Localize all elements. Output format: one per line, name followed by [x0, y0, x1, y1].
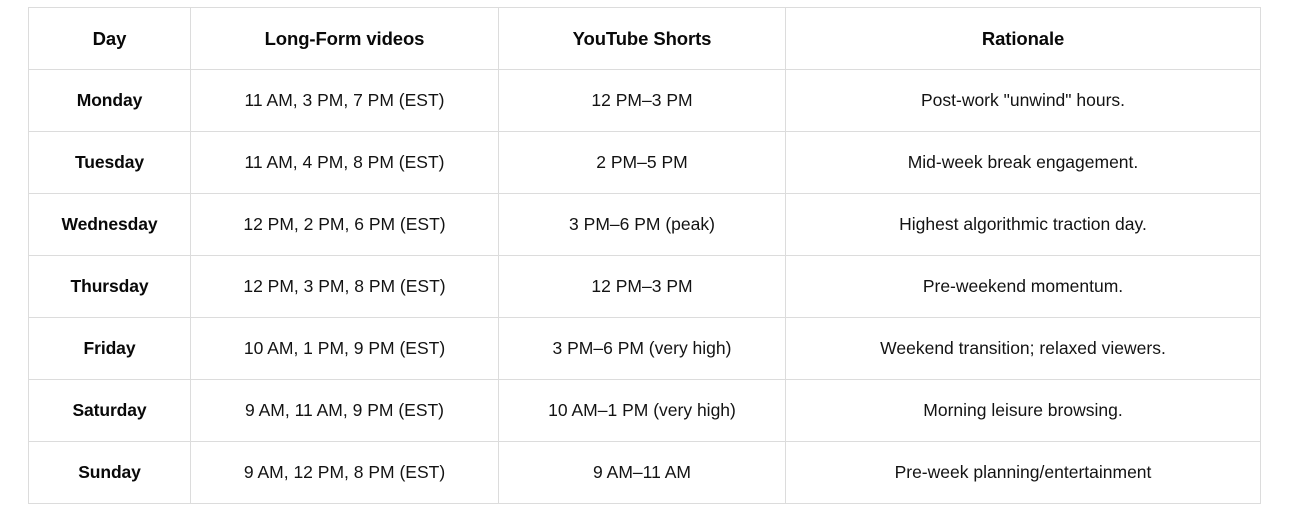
- cell-long-form: 11 AM, 4 PM, 8 PM (EST): [190, 131, 499, 194]
- cell-long-form: 12 PM, 2 PM, 6 PM (EST): [190, 193, 499, 256]
- table-header: Day Long-Form videos YouTube Shorts Rati…: [28, 7, 1261, 70]
- cell-long-form: 9 AM, 11 AM, 9 PM (EST): [190, 379, 499, 442]
- table-row: Friday 10 AM, 1 PM, 9 PM (EST) 3 PM–6 PM…: [28, 317, 1261, 380]
- cell-rationale: Pre-weekend momentum.: [785, 255, 1261, 318]
- cell-long-form: 9 AM, 12 PM, 8 PM (EST): [190, 441, 499, 504]
- cell-long-form: 12 PM, 3 PM, 8 PM (EST): [190, 255, 499, 318]
- cell-shorts: 12 PM–3 PM: [498, 69, 786, 132]
- cell-shorts: 3 PM–6 PM (very high): [498, 317, 786, 380]
- cell-rationale: Pre-week planning/entertainment: [785, 441, 1261, 504]
- cell-rationale: Morning leisure browsing.: [785, 379, 1261, 442]
- cell-long-form: 10 AM, 1 PM, 9 PM (EST): [190, 317, 499, 380]
- cell-shorts: 10 AM–1 PM (very high): [498, 379, 786, 442]
- column-header-shorts: YouTube Shorts: [498, 7, 786, 70]
- cell-day: Saturday: [28, 379, 191, 442]
- cell-day: Friday: [28, 317, 191, 380]
- table-body: Monday 11 AM, 3 PM, 7 PM (EST) 12 PM–3 P…: [28, 69, 1261, 504]
- table-row: Sunday 9 AM, 12 PM, 8 PM (EST) 9 AM–11 A…: [28, 441, 1261, 504]
- cell-long-form: 11 AM, 3 PM, 7 PM (EST): [190, 69, 499, 132]
- table-row: Monday 11 AM, 3 PM, 7 PM (EST) 12 PM–3 P…: [28, 69, 1261, 132]
- cell-day: Sunday: [28, 441, 191, 504]
- table-row: Saturday 9 AM, 11 AM, 9 PM (EST) 10 AM–1…: [28, 379, 1261, 442]
- header-row: Day Long-Form videos YouTube Shorts Rati…: [28, 7, 1261, 70]
- cell-day: Monday: [28, 69, 191, 132]
- cell-rationale: Weekend transition; relaxed viewers.: [785, 317, 1261, 380]
- cell-day: Thursday: [28, 255, 191, 318]
- cell-shorts: 2 PM–5 PM: [498, 131, 786, 194]
- column-header-rationale: Rationale: [785, 7, 1261, 70]
- cell-day: Wednesday: [28, 193, 191, 256]
- column-header-day: Day: [28, 7, 191, 70]
- column-header-long-form: Long-Form videos: [190, 7, 499, 70]
- posting-schedule-table: Day Long-Form videos YouTube Shorts Rati…: [28, 7, 1261, 504]
- cell-day: Tuesday: [28, 131, 191, 194]
- cell-shorts: 12 PM–3 PM: [498, 255, 786, 318]
- table-row: Tuesday 11 AM, 4 PM, 8 PM (EST) 2 PM–5 P…: [28, 131, 1261, 194]
- cell-shorts: 3 PM–6 PM (peak): [498, 193, 786, 256]
- table-row: Wednesday 12 PM, 2 PM, 6 PM (EST) 3 PM–6…: [28, 193, 1261, 256]
- cell-shorts: 9 AM–11 AM: [498, 441, 786, 504]
- cell-rationale: Mid-week break engagement.: [785, 131, 1261, 194]
- cell-rationale: Highest algorithmic traction day.: [785, 193, 1261, 256]
- table-row: Thursday 12 PM, 3 PM, 8 PM (EST) 12 PM–3…: [28, 255, 1261, 318]
- cell-rationale: Post-work "unwind" hours.: [785, 69, 1261, 132]
